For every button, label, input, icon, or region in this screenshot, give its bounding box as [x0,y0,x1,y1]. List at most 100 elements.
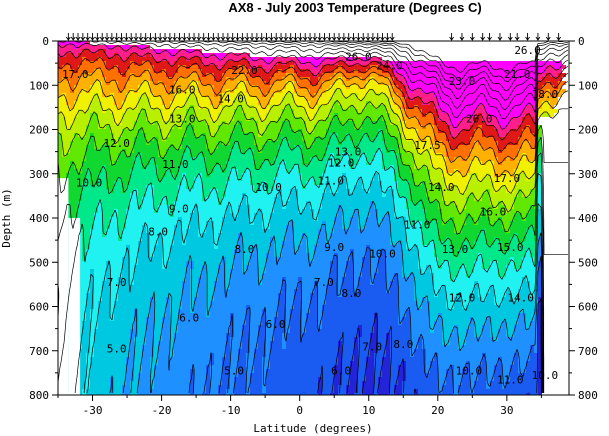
station-marker [157,33,163,41]
station-marker [230,33,236,41]
station-marker [254,33,260,41]
station-marker [80,33,86,41]
station-marker [497,33,503,41]
y-tick-label: 600 [29,301,49,314]
isotherm-label: 11.0 [162,158,189,171]
station-marker [469,33,475,41]
station-marker [336,33,342,41]
station-marker [249,33,255,41]
isotherm-lines [58,41,569,394]
station-marker [264,33,269,41]
y-tick-label: 400 [578,212,598,225]
station-marker [298,33,303,41]
station-marker [235,33,240,41]
isotherm-line [188,247,543,394]
isotherm-line [58,67,569,165]
station-marker [85,33,91,41]
y-tick-label: 700 [578,345,598,358]
y-tick-label: 400 [29,212,49,225]
station-marker [138,33,144,41]
station-marker [186,33,192,41]
station-marker [273,33,279,41]
x-tick-label: -10 [221,404,241,417]
y-tick-label: 500 [578,256,598,269]
station-marker [114,33,120,41]
y-tick-label: 100 [578,79,598,92]
y-tick-label: 200 [29,124,49,137]
station-marker [556,33,562,41]
isotherm-label: 13.0 [442,243,469,256]
y-tick-label: 800 [578,389,598,402]
isotherm-line [58,147,544,394]
isotherm-line [58,41,569,120]
station-marker [331,33,337,41]
isotherm-label: 8.0 [393,338,413,351]
station-marker [206,33,211,41]
station-marker [389,33,395,41]
isotherm-label: 17.0 [494,172,521,185]
station-marker [167,33,173,41]
isotherm-label: 6.0 [179,312,199,325]
station-marker [278,33,284,41]
station-marker [123,33,129,41]
isotherm-label: 22.0 [231,64,258,77]
station-marker [152,33,158,41]
station-marker [109,33,115,41]
station-marker [283,33,289,41]
isotherm-label: 9.0 [324,241,344,254]
isotherm-label: 26.0 [514,44,541,57]
isotherm-label: 7.0 [362,340,382,353]
station-marker [201,33,207,41]
station-marker [507,33,513,41]
station-marker [341,33,347,41]
isotherm-label: 20.0 [466,112,493,125]
isotherm-label: 18.0 [532,88,559,101]
station-marker [162,33,168,41]
x-tick-label: -30 [83,404,103,417]
x-tick-label: 30 [500,404,513,417]
isotherm-label: 8.0 [148,225,168,238]
isotherm-label: 14.0 [428,181,455,194]
isotherm-label: 10.0 [255,181,282,194]
isotherm-label: 6.0 [266,318,286,331]
isotherm-label: 13.0 [335,146,362,159]
station-marker [104,33,110,41]
station-marker [525,33,530,41]
station-marker [327,33,332,41]
station-marker [302,33,308,41]
isotherm-label: 13.0 [169,112,196,125]
station-marker [480,33,486,41]
y-tick-label: 300 [578,168,598,181]
isotherm-line [58,48,569,141]
no-data-region [58,178,69,395]
station-marker [346,33,352,41]
y-tick-label: 700 [29,345,49,358]
isotherm-label: 16.0 [480,205,507,218]
y-tick-label: 0 [578,35,585,48]
x-tick-label: 20 [431,404,444,417]
isotherm-label: 10.0 [369,247,396,260]
station-marker [65,33,71,41]
y-tick-label: 100 [29,79,49,92]
station-marker [535,33,541,41]
isotherm-label: 5.0 [224,365,244,378]
station-marker [307,33,313,41]
station-marker [172,33,178,41]
temperature-field [58,41,566,395]
isotherm-label: 26.0 [345,50,372,63]
isotherm-line [58,129,545,393]
station-marker [99,33,105,41]
station-marker [259,33,265,41]
station-marker [459,33,465,41]
y-tick-label: 600 [578,301,598,314]
chart-title: AX8 - July 2003 Temperature (Degrees C) [228,0,481,15]
station-marker [317,33,323,41]
station-marker [177,33,182,41]
isotherm-line [109,200,543,394]
isotherm-label: 12.0 [449,292,476,305]
station-marker [70,33,76,41]
station-marker [143,33,149,41]
isotherm-line [58,56,569,152]
isotherm-label: 14.0 [507,292,534,305]
